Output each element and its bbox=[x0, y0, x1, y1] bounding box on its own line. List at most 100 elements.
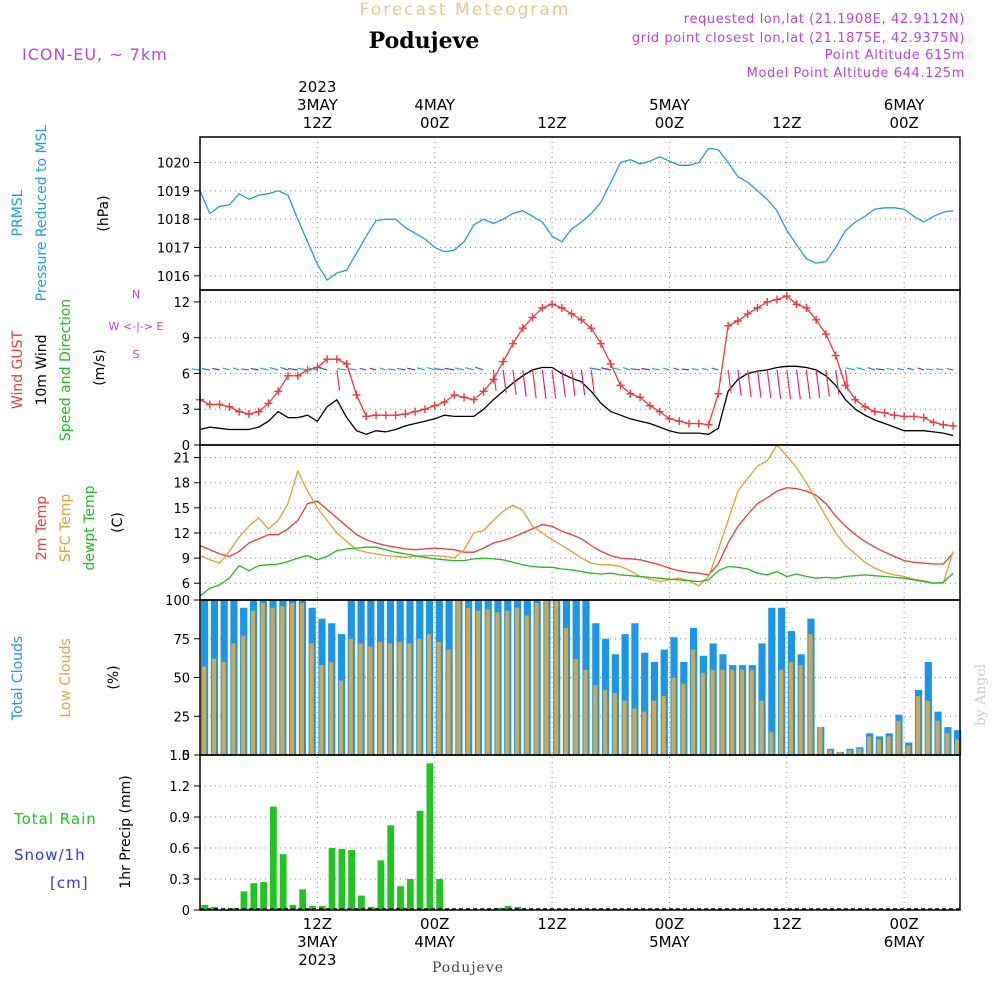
rain-bar bbox=[426, 763, 434, 910]
low-cloud-bar bbox=[837, 751, 842, 755]
bottom-time-label-0-0: 12Z bbox=[303, 915, 332, 933]
wind-arrow bbox=[727, 369, 732, 393]
low-cloud-bar bbox=[319, 665, 324, 755]
top-time-label-0-2: 12Z bbox=[303, 114, 332, 132]
gust-marker bbox=[890, 411, 899, 420]
wind-arrow bbox=[359, 367, 367, 371]
gust-marker bbox=[411, 407, 420, 416]
series-label-p2-2: dewpt Temp bbox=[82, 485, 98, 570]
gust-marker bbox=[577, 315, 586, 324]
gust-marker bbox=[685, 419, 693, 428]
low-cloud-bar bbox=[241, 635, 246, 755]
wind-arrow bbox=[795, 369, 801, 400]
rain-bar bbox=[240, 891, 248, 910]
wind-arrow bbox=[531, 369, 537, 399]
low-cloud-bar bbox=[270, 607, 275, 755]
wind-arrow bbox=[561, 369, 566, 398]
y-tick-label-p2-1: 9 bbox=[182, 552, 190, 567]
y-tick-label-p1-0: 0 bbox=[182, 439, 190, 454]
unit-label-p1: (m/s) bbox=[92, 349, 108, 386]
wind-arrow bbox=[287, 368, 298, 371]
low-cloud-bar bbox=[847, 750, 852, 755]
rain-bar bbox=[260, 882, 267, 910]
compass-we: W <-|-> E bbox=[109, 320, 164, 333]
model-name: ICON-EU, ~ 7km bbox=[22, 45, 168, 64]
low-cloud-bar bbox=[485, 609, 490, 755]
series-label-p2-0: 2m Temp bbox=[34, 496, 50, 560]
y-tick-label-p3-3: 75 bbox=[173, 633, 190, 648]
wind-arrow bbox=[212, 367, 220, 371]
rain-bar bbox=[406, 879, 414, 910]
wind-arrow bbox=[222, 367, 230, 371]
low-cloud-bar bbox=[397, 641, 402, 755]
low-cloud-bar bbox=[426, 634, 432, 755]
low-cloud-bar bbox=[368, 646, 373, 755]
rain-bar bbox=[230, 907, 238, 910]
footer-location: Podujeve bbox=[432, 960, 504, 976]
wind-arrow bbox=[786, 369, 792, 400]
top-time-label-1-1: 00Z bbox=[420, 114, 449, 132]
series-line-10m-wind bbox=[199, 365, 954, 437]
gust-marker bbox=[636, 393, 645, 402]
wind-arrow bbox=[336, 369, 341, 391]
rain-bar bbox=[494, 907, 502, 910]
bottom-time-label-1-1: 4MAY bbox=[414, 933, 456, 951]
low-cloud-bar bbox=[514, 607, 520, 755]
gust-marker bbox=[763, 297, 772, 306]
gust-marker bbox=[782, 291, 791, 300]
y-tick-label-p0-3: 1019 bbox=[157, 185, 190, 200]
gust-marker bbox=[821, 330, 830, 339]
wind-arrow bbox=[907, 367, 915, 371]
series-label-p1-0: Wind GUST bbox=[10, 330, 26, 409]
panel-frame-4 bbox=[199, 754, 961, 911]
gust-marker bbox=[332, 355, 341, 364]
y-tick-label-p4-0: 0 bbox=[182, 904, 190, 919]
gust-marker bbox=[440, 398, 449, 407]
point-altitude: Point Altitude 615m bbox=[825, 48, 965, 63]
gust-marker bbox=[225, 402, 234, 411]
low-cloud-bar bbox=[466, 607, 471, 755]
unit-label-p2: (C) bbox=[110, 512, 126, 533]
gust-marker bbox=[401, 410, 410, 418]
rain-bar bbox=[357, 895, 365, 910]
low-cloud-bar bbox=[749, 669, 754, 755]
top-time-label-0-0: 2023 bbox=[298, 78, 336, 96]
rain-bar bbox=[289, 904, 297, 910]
wind-arrow bbox=[886, 367, 895, 371]
low-cloud-bar bbox=[338, 680, 344, 755]
wind-arrow bbox=[630, 368, 641, 371]
gust-marker bbox=[587, 324, 596, 333]
gust-marker bbox=[870, 407, 879, 416]
wind-arrow bbox=[756, 369, 762, 399]
wind-arrow bbox=[512, 369, 517, 395]
rain-bar bbox=[328, 848, 336, 910]
low-cloud-bar bbox=[260, 603, 265, 755]
low-cloud-bar bbox=[720, 669, 725, 755]
series-label-p3-1: Low Clouds bbox=[58, 638, 74, 717]
low-cloud-bar bbox=[691, 649, 696, 755]
wind-arrow bbox=[427, 366, 435, 371]
wind-arrow bbox=[201, 367, 210, 371]
gust-marker bbox=[274, 387, 283, 396]
gust-marker bbox=[665, 414, 674, 423]
wind-arrow bbox=[259, 367, 269, 371]
low-cloud-bar bbox=[945, 733, 950, 755]
low-cloud-bar bbox=[534, 603, 539, 755]
series-label-p0-1: Pressure Reduced to MSL bbox=[34, 124, 50, 301]
total-cloud-bar bbox=[768, 607, 776, 755]
y-tick-label-p0-2: 1018 bbox=[157, 213, 190, 228]
gust-marker bbox=[567, 309, 576, 318]
low-cloud-bar bbox=[612, 693, 617, 755]
gust-marker bbox=[929, 418, 938, 427]
rain-bar bbox=[279, 854, 287, 910]
wind-arrow bbox=[747, 369, 752, 398]
low-cloud-bar bbox=[378, 641, 383, 755]
low-cloud-bar bbox=[446, 649, 451, 755]
gust-marker bbox=[675, 417, 684, 426]
low-cloud-bar bbox=[730, 669, 735, 755]
gust-marker bbox=[743, 309, 752, 318]
low-cloud-bar bbox=[710, 669, 715, 755]
low-cloud-bar bbox=[886, 736, 891, 755]
low-cloud-bar bbox=[329, 662, 334, 755]
bottom-time-label-2-0: 12Z bbox=[537, 915, 566, 933]
